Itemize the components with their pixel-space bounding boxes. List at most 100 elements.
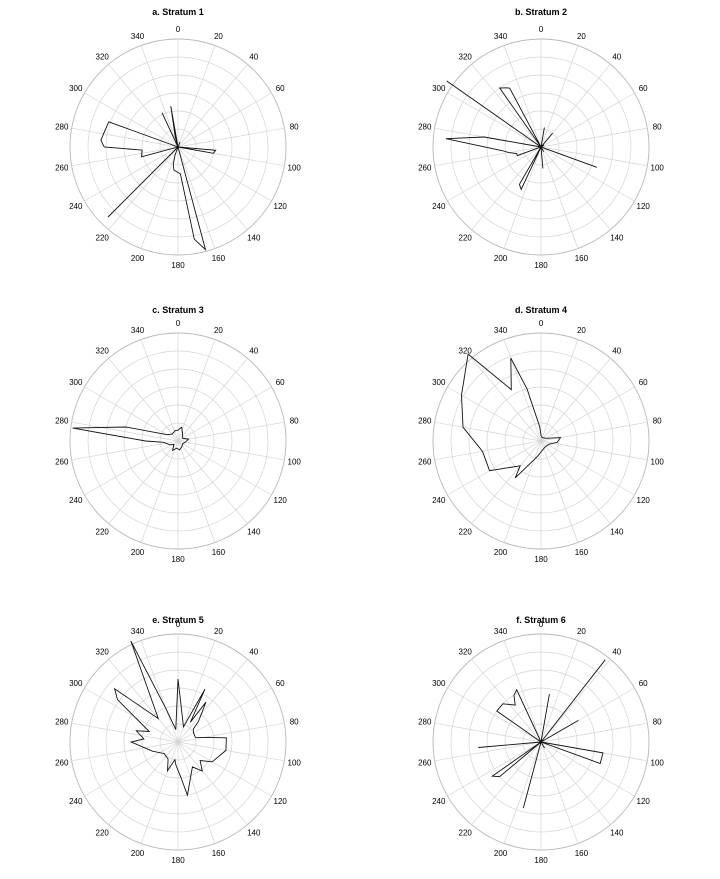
angle-tick-label: 240 (69, 797, 83, 806)
grid-spoke (177, 440, 216, 543)
angle-tick-label: 300 (69, 378, 83, 387)
grid-spoke (71, 127, 179, 148)
panel-title: d. Stratum 4 (515, 305, 567, 315)
grid-spoke (434, 741, 542, 762)
angle-tick-label: 180 (171, 856, 185, 865)
angle-tick-label: 100 (651, 164, 665, 173)
angle-tick-label: 120 (637, 496, 651, 505)
angle-tick-label: 20 (577, 627, 586, 636)
grid-spoke (471, 358, 542, 442)
grid-spoke (84, 687, 179, 743)
grid-spoke (71, 440, 179, 461)
grid-spoke (177, 440, 248, 524)
angle-tick-label: 0 (539, 319, 544, 328)
angle-tick-label: 40 (249, 53, 258, 62)
angle-tick-label: 100 (288, 458, 302, 467)
angle-tick-label: 140 (247, 527, 261, 536)
angle-tick-label: 20 (577, 326, 586, 335)
angle-tick-label: 280 (418, 718, 432, 727)
angle-tick-label: 200 (131, 548, 145, 557)
grid-spoke (503, 45, 542, 148)
grid-spoke (177, 722, 285, 743)
angle-tick-label: 0 (176, 620, 181, 629)
grid-spoke (177, 146, 272, 202)
angle-tick-label: 260 (55, 759, 69, 768)
grid-spoke (434, 722, 542, 743)
angle-tick-label: 200 (494, 849, 508, 858)
rose-panel-2: 0 20 40 60 80 100 120 140 160 180 200 220 240 260 280 3… (418, 7, 664, 270)
grid-spoke (84, 741, 179, 797)
rose-panel-6: 0 20 40 60 80 100 120 140 160 180 200 220 240 260 280 3… (418, 615, 664, 865)
grid-spoke (140, 741, 179, 844)
grid-spoke (447, 741, 542, 797)
grid-spoke (540, 440, 611, 524)
grid-spoke (540, 440, 648, 461)
angle-tick-label: 200 (131, 254, 145, 263)
angle-tick-label: 140 (610, 527, 624, 536)
angle-tick-label: 100 (288, 164, 302, 173)
grid-spoke (140, 640, 179, 743)
angle-tick-label: 40 (612, 347, 621, 356)
grid-spoke (540, 45, 579, 148)
angle-tick-label: 260 (418, 164, 432, 173)
grid-spoke (140, 339, 179, 442)
angle-tick-label: 220 (96, 233, 110, 242)
angle-tick-label: 140 (610, 233, 624, 242)
grid-spoke (434, 146, 542, 167)
angle-tick-label: 340 (131, 326, 145, 335)
grid-spoke (71, 421, 179, 442)
angle-tick-label: 60 (276, 378, 285, 387)
grid-spoke (447, 386, 542, 442)
rose-series-outline (461, 353, 562, 479)
grid-spoke (447, 146, 542, 202)
angle-tick-label: 300 (432, 679, 446, 688)
angle-tick-label: 160 (212, 548, 226, 557)
angle-tick-label: 240 (69, 496, 83, 505)
grid-spoke (471, 440, 542, 524)
rose-panel-5: 0 20 40 60 80 100 120 140 160 180 200 220 240 260 280 3… (55, 615, 301, 865)
grid-spoke (140, 45, 179, 148)
grid-spoke (177, 127, 285, 148)
grid-spoke (471, 146, 542, 230)
angle-tick-label: 100 (651, 759, 665, 768)
angle-tick-label: 300 (432, 378, 446, 387)
grid-spoke (108, 358, 179, 442)
grid-spoke (540, 146, 611, 230)
grid-spoke (71, 146, 179, 167)
panel-title: e. Stratum 5 (152, 615, 204, 625)
angle-tick-label: 220 (96, 527, 110, 536)
angle-tick-label: 20 (577, 32, 586, 41)
panel-title: f. Stratum 6 (516, 615, 566, 625)
angle-tick-label: 320 (96, 53, 110, 62)
angle-tick-label: 120 (274, 202, 288, 211)
grid-spoke (84, 386, 179, 442)
grid-spoke (503, 640, 542, 743)
angle-tick-label: 140 (610, 828, 624, 837)
angle-tick-label: 60 (639, 679, 648, 688)
grid-spoke (540, 722, 648, 743)
angle-tick-label: 240 (69, 202, 83, 211)
grid-spoke (177, 358, 248, 442)
angle-tick-label: 100 (288, 759, 302, 768)
angle-tick-label: 280 (55, 123, 69, 132)
angle-tick-label: 340 (131, 627, 145, 636)
grid-spoke (177, 45, 216, 148)
grid-spoke (540, 741, 579, 844)
angle-tick-label: 80 (290, 417, 299, 426)
angle-tick-label: 180 (534, 856, 548, 865)
angle-tick-label: 40 (612, 648, 621, 657)
angle-tick-label: 60 (639, 378, 648, 387)
angle-tick-label: 340 (494, 627, 508, 636)
grid-spoke (140, 146, 179, 249)
angle-tick-label: 40 (249, 347, 258, 356)
angle-tick-label: 160 (575, 548, 589, 557)
angle-tick-label: 20 (214, 627, 223, 636)
angle-tick-label: 160 (575, 254, 589, 263)
angle-tick-label: 80 (290, 123, 299, 132)
grid-spoke (540, 386, 635, 442)
angle-tick-label: 200 (494, 548, 508, 557)
grid-spoke (177, 440, 272, 496)
angle-tick-label: 0 (539, 25, 544, 34)
grid-spoke (177, 741, 248, 825)
grid-spoke (540, 146, 648, 167)
